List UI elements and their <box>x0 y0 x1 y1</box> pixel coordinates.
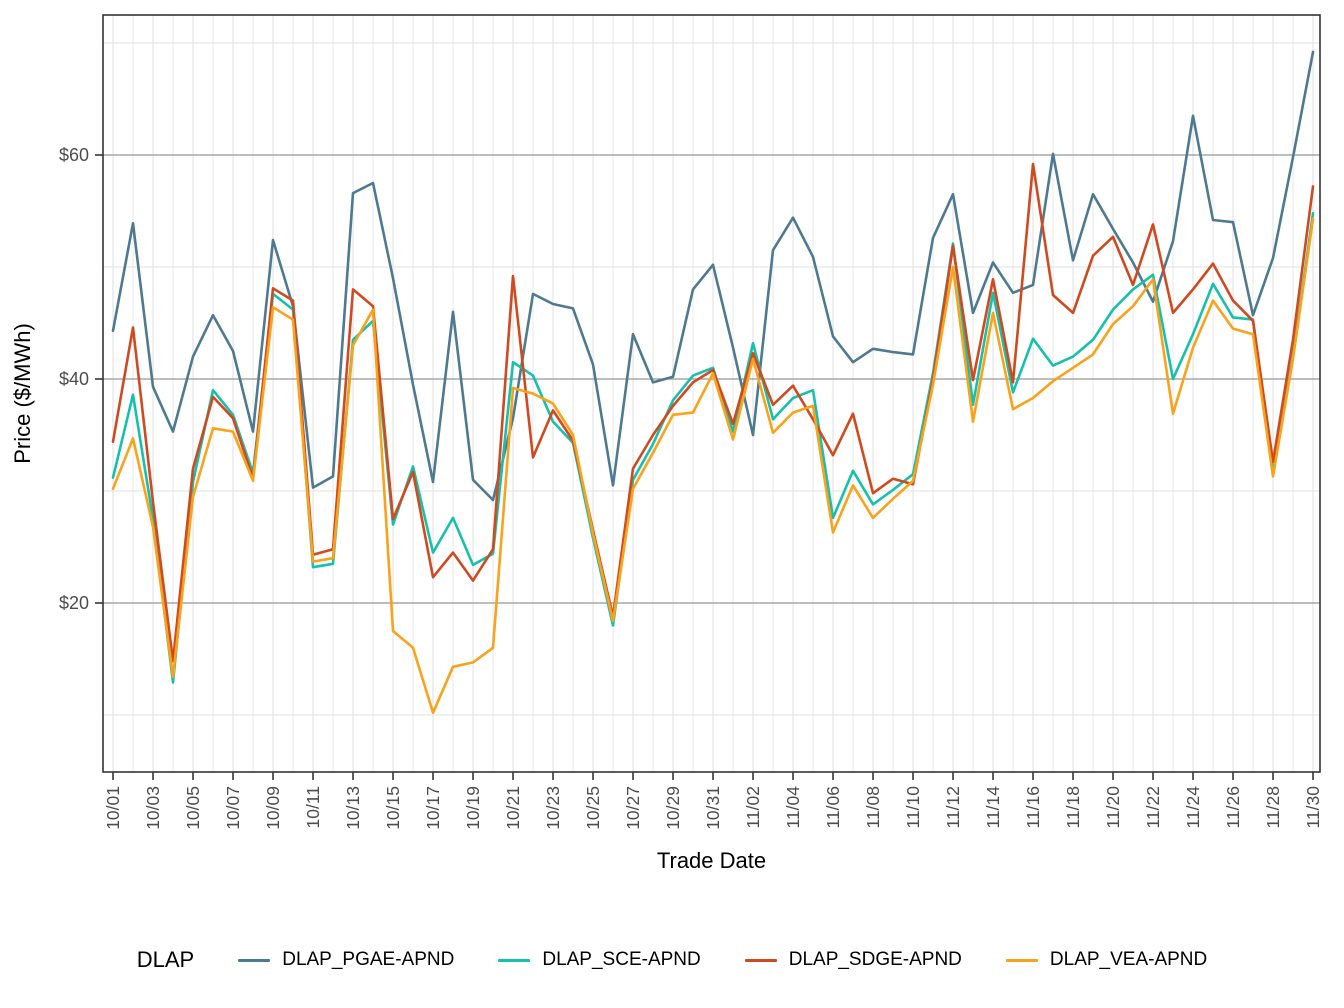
x-tick-label: 10/29 <box>663 786 683 830</box>
x-tick-label: 10/11 <box>303 786 323 829</box>
x-tick-label: 10/05 <box>183 786 203 830</box>
x-tick-label: 11/26 <box>1223 786 1243 829</box>
x-tick-label: 11/04 <box>783 786 803 829</box>
x-tick-label: 11/12 <box>943 786 963 829</box>
x-tick-label: 11/02 <box>743 786 763 829</box>
x-tick-label: 11/24 <box>1183 786 1203 829</box>
legend-key-line <box>238 958 271 962</box>
panel-border <box>102 14 1321 773</box>
plot-area: $20 $40 $60 10/01 10/03 10/05 10/07 10/09 10/11 1… <box>10 14 1323 873</box>
legend-label: DLAP_PGAE-APND <box>282 949 455 970</box>
legend-item-dlap_vea-apnd: DLAP_VEA-APND <box>1005 949 1208 971</box>
y-tick-label: $20 <box>59 593 89 613</box>
x-tick-label: 11/16 <box>1023 786 1043 829</box>
panel-background <box>103 15 1320 772</box>
x-tick-label: 11/06 <box>823 786 843 829</box>
x-tick-label: 10/23 <box>543 786 563 830</box>
x-tick-label: 11/14 <box>983 786 1003 829</box>
x-tick-label: 10/27 <box>623 786 643 830</box>
legend-item-dlap_pgae-apnd: DLAP_PGAE-APND <box>238 949 454 971</box>
y-tick-label: $60 <box>59 145 89 165</box>
x-tick-label: 11/08 <box>863 786 883 829</box>
x-tick-label: 10/15 <box>383 786 403 830</box>
x-tick-label: 11/22 <box>1143 786 1163 829</box>
x-tick-label: 10/09 <box>263 786 283 830</box>
x-tick-label: 10/07 <box>223 786 243 830</box>
y-tick-label: $40 <box>59 369 89 389</box>
legend-label: DLAP_SCE-APND <box>542 949 701 970</box>
x-tick-label: 11/30 <box>1303 786 1323 829</box>
legend-key-line <box>1005 958 1038 962</box>
y-axis-title: Price ($/MWh) <box>10 323 35 464</box>
x-tick-label: 10/25 <box>583 786 603 830</box>
x-tick-label: 10/21 <box>503 786 523 830</box>
x-tick-label: 10/17 <box>423 786 443 830</box>
series-line-dlap_sce-apnd <box>111 211 1315 684</box>
legend-key-line <box>498 958 531 962</box>
legend: DLAP DLAP_PGAE-APND DLAP_SCE-APND DLAP_SDG… <box>0 930 1344 990</box>
legend-label: DLAP_SDGE-APND <box>788 949 962 970</box>
legend-item-dlap_sdge-apnd: DLAP_SDGE-APND <box>744 949 962 971</box>
series-line-dlap_pgae-apnd <box>111 50 1315 502</box>
x-tick-label: 11/10 <box>903 786 923 829</box>
x-tick-label: 10/19 <box>463 786 483 830</box>
x-tick-label: 10/03 <box>143 786 163 830</box>
x-axis-title: Trade Date <box>657 848 766 873</box>
x-tick-label: 10/31 <box>703 786 723 830</box>
legend-key-line <box>744 958 777 962</box>
x-tick-label: 11/18 <box>1063 786 1083 829</box>
legend-label: DLAP_VEA-APND <box>1049 949 1208 970</box>
series-line-dlap_vea-apnd <box>111 217 1315 715</box>
legend-title: DLAP <box>136 947 195 972</box>
x-tick-label: 11/28 <box>1263 786 1283 829</box>
x-tick-label: 10/01 <box>103 786 123 830</box>
x-tick-label: 10/13 <box>343 786 363 830</box>
legend-item-dlap_sce-apnd: DLAP_SCE-APND <box>498 949 701 971</box>
x-tick-label: 11/20 <box>1103 786 1123 829</box>
